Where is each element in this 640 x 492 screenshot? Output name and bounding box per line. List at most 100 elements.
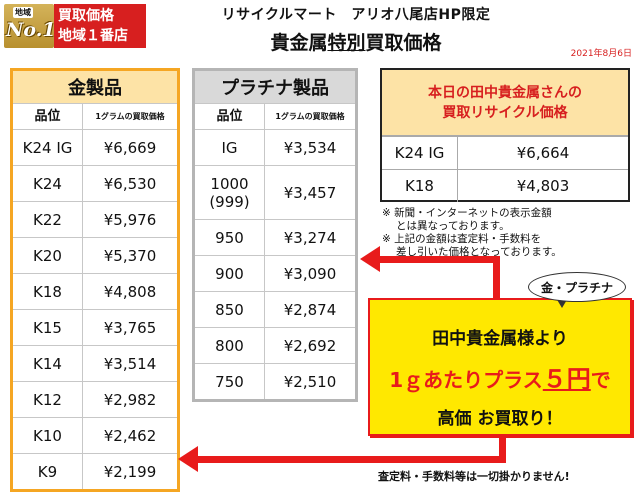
arrow-shaft: [196, 456, 506, 463]
title-pre: 貴金属: [270, 32, 328, 54]
price-cell: ¥4,808: [103, 282, 157, 301]
badge-medal: 地域 No.1: [4, 4, 56, 48]
table-row: K15 ¥3,765: [13, 309, 177, 345]
promo-bonus-amount: ５円: [542, 365, 591, 393]
promo-line2-post: で: [590, 368, 611, 392]
arrow-shaft: [499, 434, 506, 463]
price-cell: ¥3,765: [103, 318, 157, 337]
table-row: IG ¥3,534: [195, 129, 355, 165]
note-line: ※ 上記の金額は査定料・手数料を: [382, 233, 542, 245]
grade-cell: 800: [195, 328, 265, 363]
platinum-col-grade-header: 品位: [195, 104, 265, 129]
promo-line1: 田中貴金属様より: [432, 329, 568, 349]
price-cell: ¥3,514: [103, 354, 157, 373]
badge-line2: 地域１番店: [58, 28, 128, 44]
gold-col-grade-header: 品位: [13, 104, 83, 129]
tanaka-table-title: 本日の田中貴金属さんの 買取リサイクル価格: [382, 70, 628, 136]
page-title: 貴金属特別買取価格: [196, 28, 516, 55]
badge-text: 買取価格 地域１番店: [54, 4, 146, 48]
grade-cell: K24 IG: [13, 130, 83, 165]
table-row: 1000 (999) ¥3,457: [195, 165, 355, 219]
tanaka-title-line1: 本日の田中貴金属さんの: [428, 84, 582, 101]
platinum-price-table: プラチナ製品 品位 1グラムの買取価格 IG ¥3,534 1000 (999) ¥…: [192, 68, 358, 402]
title-post: 買取価格: [365, 32, 442, 54]
note-line: ※ 新聞・インターネットの表示金額: [382, 207, 552, 219]
tanaka-title-line2: 買取リサイクル価格: [442, 104, 568, 121]
table-row: 850 ¥2,874: [195, 291, 355, 327]
price-cell: ¥6,669: [103, 138, 157, 157]
price-cell: ¥2,510: [283, 372, 337, 391]
grade-cell: K9: [13, 454, 83, 489]
badge-area-label: 地域: [13, 7, 33, 18]
price-cell: ¥3,534: [283, 138, 337, 157]
bonus-promo-box: 田中貴金属様より 1ｇあたりプラス５円で 高価 お買取り！: [368, 298, 632, 436]
table-row: K9 ¥2,199: [13, 453, 177, 489]
price-cell: ¥2,692: [283, 336, 337, 355]
price-cell: ¥2,462: [103, 426, 157, 445]
gold-price-table: 金製品 品位 1グラムの買取価格 K24 IG ¥6,669 K24 ¥6,530 …: [10, 68, 180, 492]
price-cell: ¥6,664: [516, 144, 570, 162]
table-row: K14 ¥3,514: [13, 345, 177, 381]
table-row: K20 ¥5,370: [13, 237, 177, 273]
price-cell: ¥6,530: [103, 174, 157, 193]
gold-table-title: 金製品: [13, 71, 177, 103]
price-cell: ¥2,199: [103, 462, 157, 481]
gold-col-price-header: 1グラムの買取価格: [95, 112, 165, 121]
price-cell: ¥5,370: [103, 246, 157, 265]
platinum-col-price-header: 1グラムの買取価格: [275, 112, 345, 121]
price-notes: ※ 新聞・インターネットの表示金額 とは異なっております。 ※ 上記の金額は査定…: [382, 207, 632, 259]
platinum-table-header-row: 品位 1グラムの買取価格: [195, 103, 355, 129]
table-row: 950 ¥3,274: [195, 219, 355, 255]
table-row: K18 ¥4,808: [13, 273, 177, 309]
price-date: 2021年8月6日: [570, 49, 632, 59]
table-row: K10 ¥2,462: [13, 417, 177, 453]
grade-cell: 1000 (999): [195, 166, 265, 219]
speech-bubble-tail: [556, 298, 568, 308]
arrowhead-left-icon: [360, 246, 380, 272]
grade-cell: K22: [13, 202, 83, 237]
table-row: 900 ¥3,090: [195, 255, 355, 291]
price-cell: ¥2,874: [283, 300, 337, 319]
note-line: 差し引いた価格となっております。: [396, 246, 562, 258]
table-row: K12 ¥2,982: [13, 381, 177, 417]
table-row: K22 ¥5,976: [13, 201, 177, 237]
arrow-shaft: [493, 256, 500, 300]
badge-line1: 買取価格: [58, 8, 114, 24]
promo-line2: 1ｇあたりプラス５円で: [370, 359, 630, 394]
grade-cell: K14: [13, 346, 83, 381]
grade-cell: 750: [195, 364, 265, 399]
price-cell: ¥3,090: [283, 264, 337, 283]
grade-cell: K12: [13, 382, 83, 417]
promo-line3: 高価 お買取り！: [437, 409, 563, 429]
gold-table-header-row: 品位 1グラムの買取価格: [13, 103, 177, 129]
price-cell: ¥3,274: [283, 228, 337, 247]
grade-cell: 850: [195, 292, 265, 327]
tanaka-reference-table: 本日の田中貴金属さんの 買取リサイクル価格 K24 IG ¥6,664 K18 ¥4…: [380, 68, 630, 202]
arrow-shaft: [376, 256, 500, 263]
table-row: 800 ¥2,692: [195, 327, 355, 363]
table-row: K18 ¥4,803: [382, 169, 628, 202]
table-row: 750 ¥2,510: [195, 363, 355, 399]
grade-cell: K18: [13, 274, 83, 309]
promo-line2-pre: 1ｇあたりプラス: [389, 368, 543, 392]
platinum-table-title: プラチナ製品: [195, 71, 355, 103]
metal-type-bubble: 金・プラチナ: [528, 272, 626, 302]
store-subtitle: リサイクルマート アリオ八尾店HP限定: [221, 7, 491, 23]
grade-cell: K24 IG: [382, 137, 458, 169]
ranking-badge: 地域 No.1 買取価格 地域１番店: [4, 4, 146, 48]
arrowhead-left-icon: [178, 446, 198, 472]
title-emphasis: 特別: [327, 32, 366, 54]
grade-cell: 900: [195, 256, 265, 291]
table-row: K24 ¥6,530: [13, 165, 177, 201]
price-cell: ¥3,457: [283, 183, 337, 202]
table-row: K24 IG ¥6,669: [13, 129, 177, 165]
badge-rank: No.1: [6, 19, 56, 41]
no-fee-notice: 査定料・手数料等は一切掛かりません!: [378, 470, 570, 483]
price-cell: ¥4,803: [516, 177, 570, 195]
grade-cell: K20: [13, 238, 83, 273]
grade-cell: K18: [382, 170, 458, 202]
grade-cell: IG: [195, 130, 265, 165]
grade-cell: K10: [13, 418, 83, 453]
note-line: とは異なっております。: [396, 220, 510, 232]
grade-cell: K15: [13, 310, 83, 345]
